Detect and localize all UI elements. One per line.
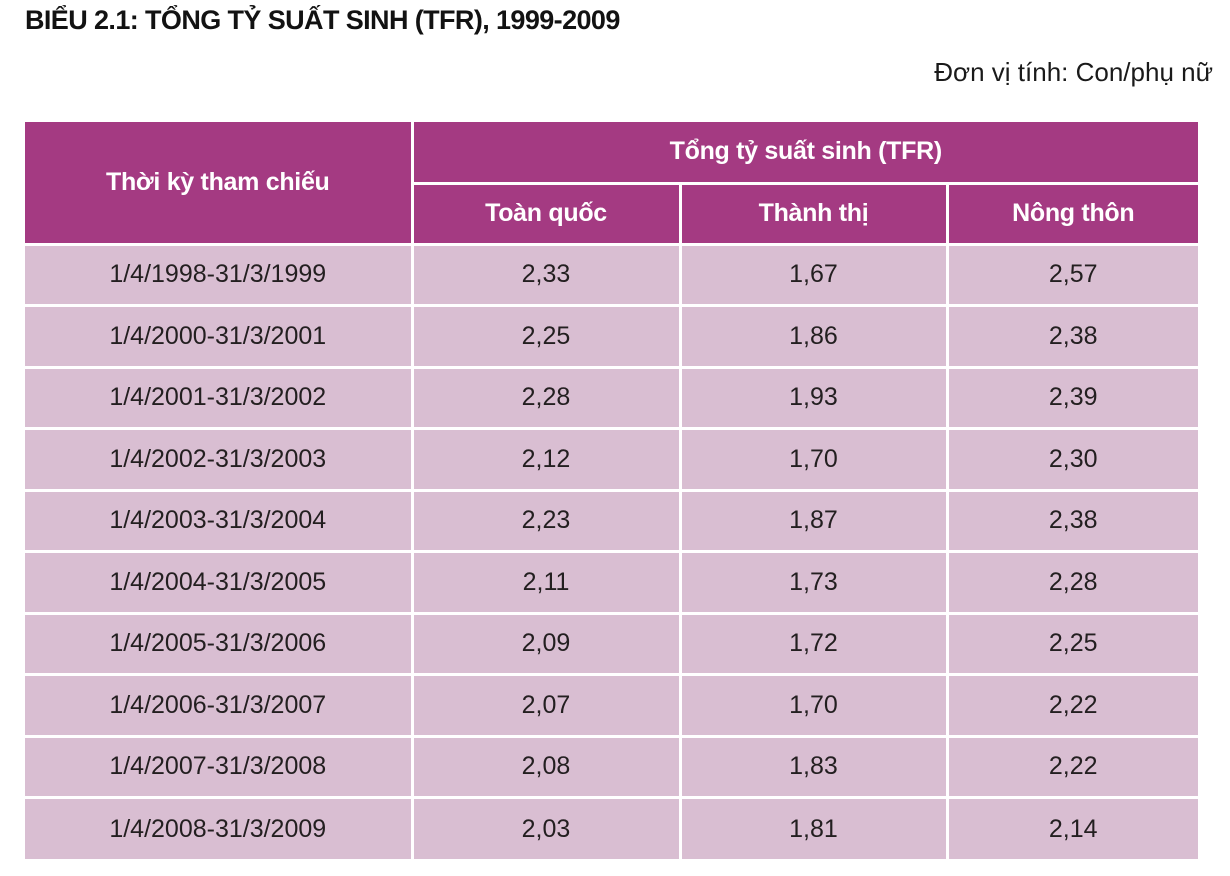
value-cell-toan-quoc: 2,11 (410, 550, 682, 615)
value-cell-thanh-thi: 1,81 (678, 796, 949, 861)
value-cell-thanh-thi: 1,93 (678, 365, 949, 430)
value-cell-nong-thon: 2,22 (945, 673, 1200, 738)
value-cell-nong-thon: 2,38 (945, 304, 1200, 369)
period-cell: 1/4/2003-31/3/2004 (23, 488, 414, 553)
value-cell-nong-thon: 2,22 (945, 734, 1200, 799)
value-cell-toan-quoc: 2,28 (410, 365, 682, 430)
value-cell-toan-quoc: 2,07 (410, 673, 682, 738)
value-cell-toan-quoc: 2,23 (410, 488, 682, 553)
tfr-table: Thời kỳ tham chiếu Tổng tỷ suất sinh (TF… (23, 120, 1200, 861)
value-cell-thanh-thi: 1,86 (678, 304, 949, 369)
table-row: 1/4/2004-31/3/2005 2,11 1,73 2,28 (23, 550, 1200, 615)
period-cell: 1/4/1998-31/3/1999 (23, 242, 414, 307)
row-header-period: Thời kỳ tham chiếu (23, 120, 414, 246)
value-cell-nong-thon: 2,57 (945, 242, 1200, 307)
value-cell-nong-thon: 2,28 (945, 550, 1200, 615)
value-cell-thanh-thi: 1,83 (678, 734, 949, 799)
value-cell-thanh-thi: 1,73 (678, 550, 949, 615)
value-cell-toan-quoc: 2,08 (410, 734, 682, 799)
table-row: 1/4/1998-31/3/1999 2,33 1,67 2,57 (23, 242, 1200, 307)
value-cell-nong-thon: 2,14 (945, 796, 1200, 861)
table-row: 1/4/2007-31/3/2008 2,08 1,83 2,22 (23, 734, 1200, 799)
value-cell-toan-quoc: 2,33 (410, 242, 682, 307)
value-cell-nong-thon: 2,39 (945, 365, 1200, 430)
value-cell-toan-quoc: 2,25 (410, 304, 682, 369)
value-cell-nong-thon: 2,38 (945, 488, 1200, 553)
period-cell: 1/4/2001-31/3/2002 (23, 365, 414, 430)
table-title: BIỂU 2.1: TỔNG TỶ SUẤT SINH (TFR), 1999-… (25, 5, 620, 35)
table-row: 1/4/2006-31/3/2007 2,07 1,70 2,22 (23, 673, 1200, 738)
header-subhead-row: Toàn quốc Thành thị Nông thôn (25, 181, 1200, 246)
period-cell: 1/4/2007-31/3/2008 (23, 734, 414, 799)
value-cell-thanh-thi: 1,87 (678, 488, 949, 553)
period-cell: 1/4/2008-31/3/2009 (23, 796, 414, 861)
value-cell-thanh-thi: 1,70 (678, 427, 949, 492)
header-group-row: Thời kỳ tham chiếu Tổng tỷ suất sinh (TF… (23, 120, 1200, 246)
table-row: 1/4/2002-31/3/2003 2,12 1,70 2,30 (23, 427, 1200, 492)
table-row: 1/4/2000-31/3/2001 2,25 1,86 2,38 (23, 304, 1200, 369)
table-header: Thời kỳ tham chiếu Tổng tỷ suất sinh (TF… (23, 120, 1200, 246)
period-cell: 1/4/2002-31/3/2003 (23, 427, 414, 492)
value-cell-nong-thon: 2,25 (945, 611, 1200, 676)
value-cell-nong-thon: 2,30 (945, 427, 1200, 492)
column-header-toan-quoc: Toàn quốc (410, 181, 682, 246)
period-cell: 1/4/2006-31/3/2007 (23, 673, 414, 738)
column-group-header-tfr: Tổng tỷ suất sinh (TFR) (410, 120, 1200, 185)
period-cell: 1/4/2005-31/3/2006 (23, 611, 414, 676)
value-cell-thanh-thi: 1,67 (678, 242, 949, 307)
value-cell-thanh-thi: 1,70 (678, 673, 949, 738)
table-row: 1/4/2008-31/3/2009 2,03 1,81 2,14 (23, 796, 1200, 861)
table-row: 1/4/2003-31/3/2004 2,23 1,87 2,38 (23, 488, 1200, 553)
period-cell: 1/4/2004-31/3/2005 (23, 550, 414, 615)
period-cell: 1/4/2000-31/3/2001 (23, 304, 414, 369)
table-row: 1/4/2001-31/3/2002 2,28 1,93 2,39 (23, 365, 1200, 430)
value-cell-toan-quoc: 2,09 (410, 611, 682, 676)
column-header-thanh-thi: Thành thị (678, 181, 949, 246)
column-header-nong-thon: Nông thôn (945, 181, 1200, 246)
unit-of-measure-note: Đơn vị tính: Con/phụ nữ (934, 57, 1213, 87)
table-body: 1/4/1998-31/3/1999 2,33 1,67 2,57 1/4/20… (23, 242, 1200, 861)
value-cell-toan-quoc: 2,12 (410, 427, 682, 492)
value-cell-toan-quoc: 2,03 (410, 796, 682, 861)
value-cell-thanh-thi: 1,72 (678, 611, 949, 676)
table-row: 1/4/2005-31/3/2006 2,09 1,72 2,25 (23, 611, 1200, 676)
